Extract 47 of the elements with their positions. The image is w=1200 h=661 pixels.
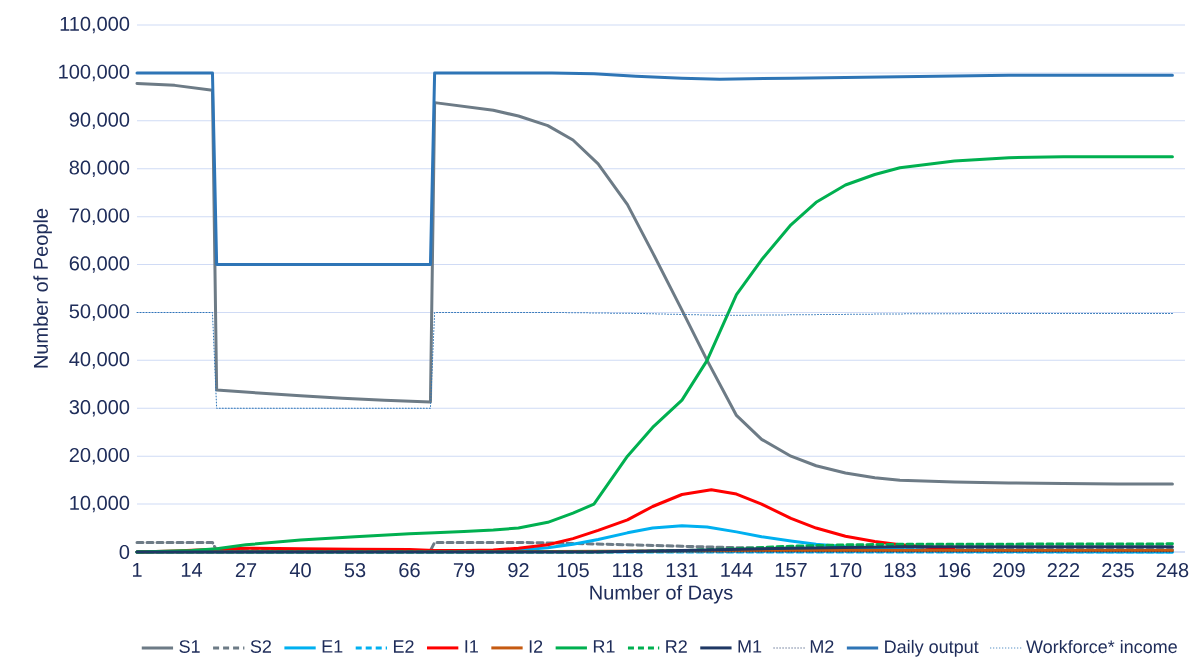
x-tick-label: 92 [508, 563, 529, 578]
x-tick-label: 235 [1102, 563, 1134, 578]
legend-label: S1 [179, 640, 200, 653]
legend-label: R1 [593, 640, 615, 653]
legend-label: M1 [738, 640, 762, 653]
x-tick-label: 66 [399, 563, 420, 578]
x-tick-label: 53 [344, 563, 366, 578]
y-tick-label: 0 [119, 544, 130, 560]
legend-label: R2 [666, 640, 687, 653]
y-tick-label: 10,000 [70, 495, 130, 513]
x-tick-label: 27 [235, 563, 257, 578]
x-tick-label: 183 [884, 563, 916, 578]
y-tick-label: 60,000 [69, 256, 130, 273]
y-tick-label: 20,000 [69, 447, 130, 465]
x-tick-label: 118 [613, 563, 643, 578]
legend-label: M2 [810, 640, 834, 653]
x-tick-label: 1 [132, 563, 142, 577]
x-tick-label: 248 [1156, 563, 1189, 578]
y-tick-label: 110,000 [60, 16, 130, 34]
x-tick-label: 79 [453, 563, 475, 578]
line-series [136, 311, 1173, 409]
legend-label: I1 [465, 640, 478, 653]
y-tick-label: 40,000 [69, 352, 130, 369]
x-axis-title: Number of Days [590, 584, 733, 604]
x-tick-label: 14 [181, 563, 203, 577]
legend-label: S2 [250, 640, 271, 653]
x-tick-label: 170 [830, 563, 862, 578]
y-tick-label: 80,000 [69, 160, 130, 178]
legend-label: Workforce* income [1026, 639, 1177, 654]
y-tick-label: 30,000 [69, 400, 130, 417]
y-tick-label: 100,000 [59, 64, 130, 82]
legend-label: Daily output [885, 639, 979, 657]
x-tick-label: 40 [289, 563, 311, 578]
x-tick-label: 209 [993, 563, 1025, 578]
y-axis-title: Number of People [33, 208, 52, 368]
legend-label: E2 [393, 640, 414, 653]
x-tick-label: 144 [721, 563, 753, 577]
x-tick-label: 196 [939, 563, 971, 578]
x-tick-label: 222 [1047, 563, 1080, 578]
y-tick-label: 70,000 [69, 208, 130, 225]
x-tick-label: 131 [666, 563, 698, 578]
legend-label: I2 [529, 640, 543, 653]
y-tick-label: 50,000 [69, 304, 130, 321]
x-tick-label: 105 [557, 563, 589, 578]
x-tick-label: 157 [775, 563, 807, 578]
legend-label: E1 [322, 640, 343, 653]
y-tick-label: 90,000 [69, 112, 130, 130]
